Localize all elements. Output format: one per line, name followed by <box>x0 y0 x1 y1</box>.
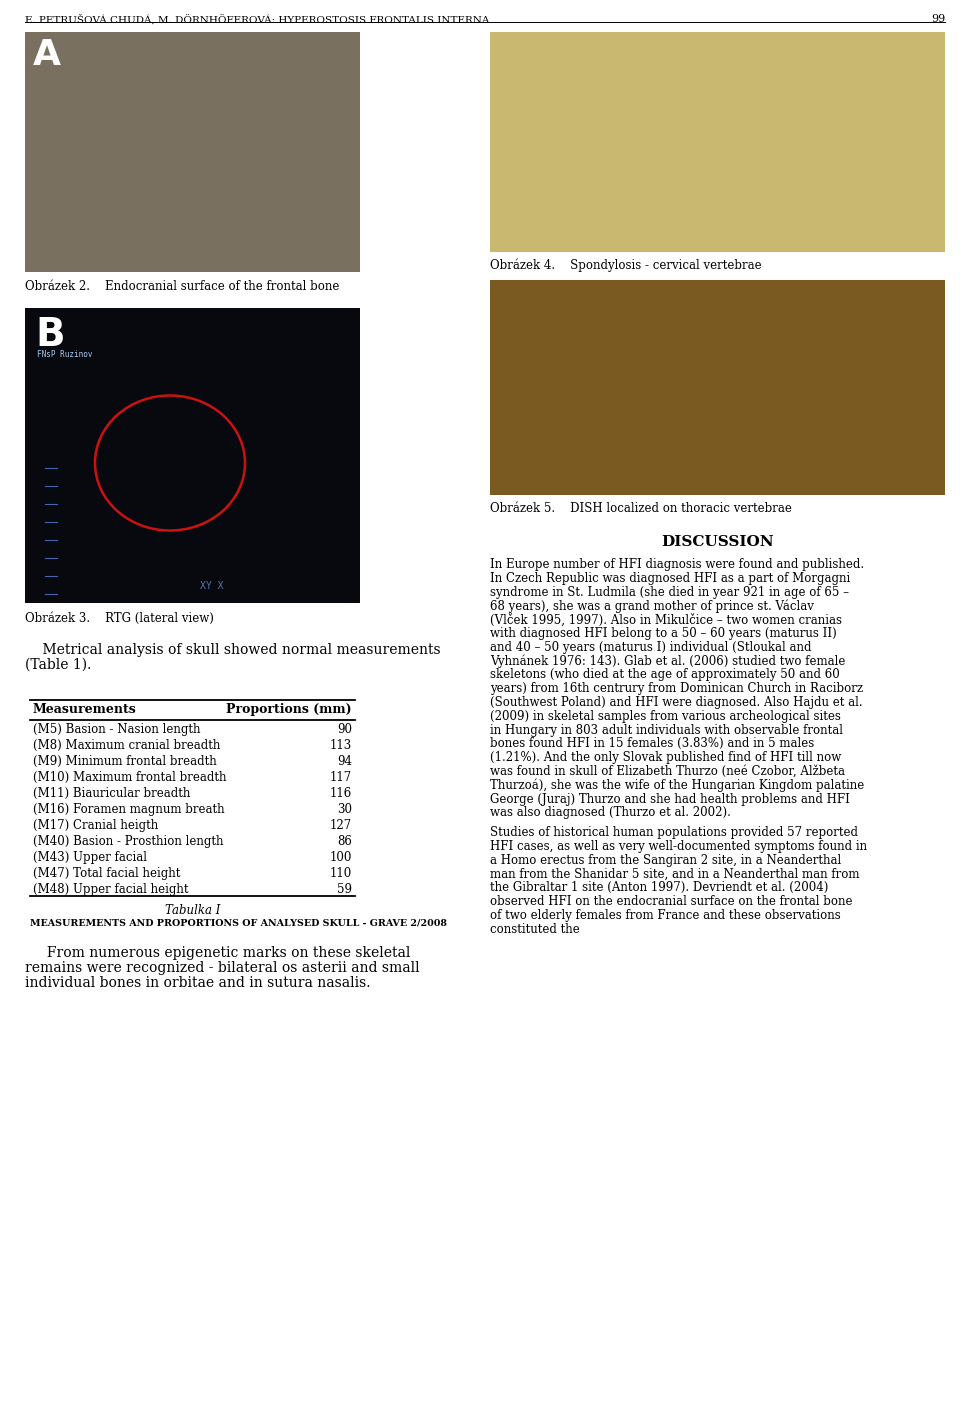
Text: B: B <box>35 316 64 354</box>
Text: Obrázek 4.    Spondylosis - cervical vertebrae: Obrázek 4. Spondylosis - cervical verteb… <box>490 259 761 272</box>
Text: syndrome in St. Ludmila (she died in year 921 in age of 65 –: syndrome in St. Ludmila (she died in yea… <box>490 586 849 598</box>
Text: (M5) Basion - Nasion length: (M5) Basion - Nasion length <box>33 723 201 736</box>
Text: (2009) in skeletal samples from various archeological sites: (2009) in skeletal samples from various … <box>490 710 841 723</box>
Text: of two elderly females from France and these observations: of two elderly females from France and t… <box>490 909 841 922</box>
Text: Thurzoá), she was the wife of the Hungarian Kingdom palatine: Thurzoá), she was the wife of the Hungar… <box>490 778 864 793</box>
Text: 30: 30 <box>337 803 352 815</box>
Text: From numerous epigenetic marks on these skeletal: From numerous epigenetic marks on these … <box>25 946 410 960</box>
Text: (M43) Upper facial: (M43) Upper facial <box>33 851 147 864</box>
Text: (M48) Upper facial height: (M48) Upper facial height <box>33 883 188 896</box>
Text: 127: 127 <box>329 820 352 832</box>
Text: was found in skull of Elizabeth Thurzo (neé Czobor, Alžbeta: was found in skull of Elizabeth Thurzo (… <box>490 764 845 778</box>
Text: 100: 100 <box>329 851 352 864</box>
Text: individual bones in orbitae and in sutura nasalis.: individual bones in orbitae and in sutur… <box>25 976 371 990</box>
Text: Obrázek 2.    Endocranial surface of the frontal bone: Obrázek 2. Endocranial surface of the fr… <box>25 279 340 294</box>
Text: 68 years), she was a grand mother of prince st. Václav: 68 years), she was a grand mother of pri… <box>490 600 814 613</box>
Text: Tabulka I: Tabulka I <box>165 905 220 917</box>
Text: 59: 59 <box>337 883 352 896</box>
Text: In Czech Republic was diagnosed HFI as a part of Morgagni: In Czech Republic was diagnosed HFI as a… <box>490 571 851 584</box>
Text: Obrázek 3.    RTG (lateral view): Obrázek 3. RTG (lateral view) <box>25 613 214 625</box>
Text: (M10) Maximum frontal breadth: (M10) Maximum frontal breadth <box>33 771 227 784</box>
Text: (M47) Total facial height: (M47) Total facial height <box>33 866 180 881</box>
Text: in Hungary in 803 adult individuals with observable frontal: in Hungary in 803 adult individuals with… <box>490 723 843 736</box>
Text: Studies of historical human populations provided 57 reported: Studies of historical human populations … <box>490 827 858 839</box>
Text: 110: 110 <box>329 866 352 881</box>
Text: Obrázek 5.    DISH localized on thoracic vertebrae: Obrázek 5. DISH localized on thoracic ve… <box>490 502 792 515</box>
Text: 99: 99 <box>931 14 945 24</box>
Text: constituted the: constituted the <box>490 923 580 936</box>
Bar <box>490 279 945 495</box>
Text: and 40 – 50 years (maturus I) individual (Stloukal and: and 40 – 50 years (maturus I) individual… <box>490 641 811 654</box>
Text: was also diagnosed (Thurzo et al. 2002).: was also diagnosed (Thurzo et al. 2002). <box>490 807 731 820</box>
Bar <box>25 308 360 603</box>
Text: observed HFI on the endocranial surface on the frontal bone: observed HFI on the endocranial surface … <box>490 895 852 908</box>
Text: E. PETRUŠOVÁ CHUDÁ, M. DÖRNHÖFEROVÁ: HYPEROSTOSIS FRONTALIS INTERNA: E. PETRUŠOVÁ CHUDÁ, M. DÖRNHÖFEROVÁ: HYP… <box>25 14 490 24</box>
Text: George (Juraj) Thurzo and she had health problems and HFI: George (Juraj) Thurzo and she had health… <box>490 793 850 805</box>
Text: skeletons (who died at the age of approximately 50 and 60: skeletons (who died at the age of approx… <box>490 668 840 682</box>
Text: (Table 1).: (Table 1). <box>25 658 91 672</box>
Text: Metrical analysis of skull showed normal measurements: Metrical analysis of skull showed normal… <box>25 642 441 657</box>
Text: 94: 94 <box>337 754 352 769</box>
Text: man from the Shanidar 5 site, and in a Neanderthal man from: man from the Shanidar 5 site, and in a N… <box>490 868 859 881</box>
Text: years) from 16th centrury from Dominican Church in Raciborz: years) from 16th centrury from Dominican… <box>490 682 863 695</box>
Text: DISCUSSION: DISCUSSION <box>661 535 774 549</box>
Text: XY X: XY X <box>201 581 224 591</box>
Text: bones found HFI in 15 females (3.83%) and in 5 males: bones found HFI in 15 females (3.83%) an… <box>490 737 814 750</box>
Text: (M40) Basion - Prosthion length: (M40) Basion - Prosthion length <box>33 835 224 848</box>
Bar <box>490 33 945 252</box>
Text: (M17) Cranial heigth: (M17) Cranial heigth <box>33 820 158 832</box>
Text: Vyhnánek 1976: 143). Glab et al. (2006) studied two female: Vyhnánek 1976: 143). Glab et al. (2006) … <box>490 655 846 668</box>
Text: MEASUREMENTS AND PROPORTIONS OF ANALYSED SKULL - GRAVE 2/2008: MEASUREMENTS AND PROPORTIONS OF ANALYSED… <box>30 917 447 927</box>
Text: 117: 117 <box>329 771 352 784</box>
Text: Measurements: Measurements <box>33 703 136 716</box>
Text: Proportions (mm): Proportions (mm) <box>227 703 352 716</box>
Text: 90: 90 <box>337 723 352 736</box>
Text: 116: 116 <box>329 787 352 800</box>
Text: HFI cases, as well as very well-documented symptoms found in: HFI cases, as well as very well-document… <box>490 839 867 854</box>
Text: 113: 113 <box>329 739 352 752</box>
Text: In Europe number of HFI diagnosis were found and published.: In Europe number of HFI diagnosis were f… <box>490 559 864 571</box>
Text: 86: 86 <box>337 835 352 848</box>
Text: (M16) Foramen magnum breath: (M16) Foramen magnum breath <box>33 803 225 815</box>
Text: (Vlček 1995, 1997). Also in Mikulčice – two women cranias: (Vlček 1995, 1997). Also in Mikulčice – … <box>490 613 842 627</box>
Text: FNsP Ruzinov: FNsP Ruzinov <box>37 350 92 359</box>
Text: a Homo erectus from the Sangiran 2 site, in a Neanderthal: a Homo erectus from the Sangiran 2 site,… <box>490 854 841 866</box>
Text: the Gibraltar 1 site (Anton 1997). Devriendt et al. (2004): the Gibraltar 1 site (Anton 1997). Devri… <box>490 882 828 895</box>
Text: (M11) Biauricular breadth: (M11) Biauricular breadth <box>33 787 190 800</box>
Text: (1.21%). And the only Slovak published find of HFI till now: (1.21%). And the only Slovak published f… <box>490 752 841 764</box>
Text: A: A <box>33 38 61 72</box>
Text: (Southwest Poland) and HFI were diagnosed. Also Hajdu et al.: (Southwest Poland) and HFI were diagnose… <box>490 696 863 709</box>
Text: remains were recognized - bilateral os asterii and small: remains were recognized - bilateral os a… <box>25 961 420 976</box>
Text: (M8) Maximum cranial breadth: (M8) Maximum cranial breadth <box>33 739 221 752</box>
Text: (M9) Minimum frontal breadth: (M9) Minimum frontal breadth <box>33 754 217 769</box>
Text: with diagnosed HFI belong to a 50 – 60 years (maturus II): with diagnosed HFI belong to a 50 – 60 y… <box>490 627 837 640</box>
Bar <box>25 33 360 272</box>
